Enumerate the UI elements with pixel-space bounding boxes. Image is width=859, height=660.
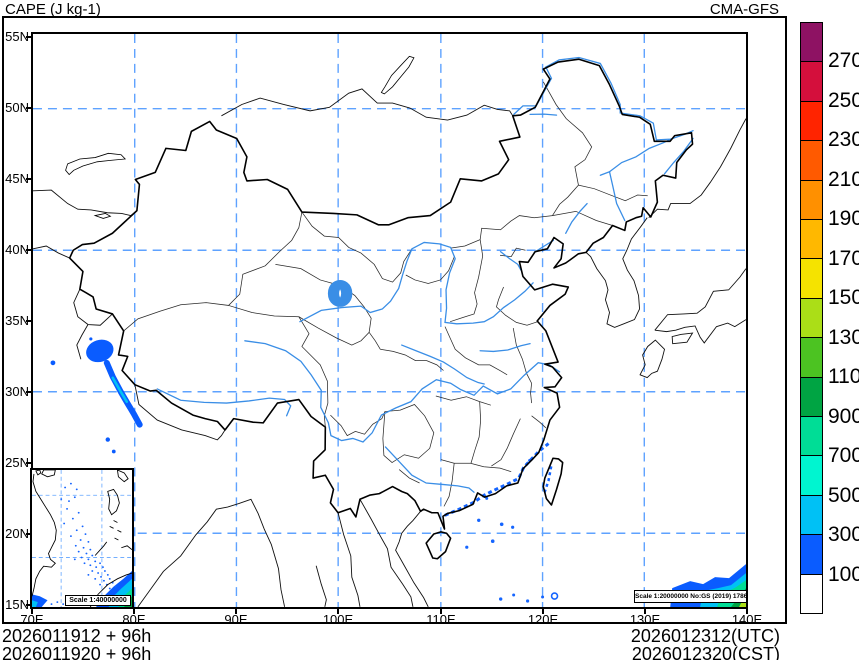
colorbar-label: 100 xyxy=(828,563,859,586)
lon-axis-tick xyxy=(337,609,339,614)
inset-scale-note: Scale 1:40000000 xyxy=(65,595,131,606)
colorbar-segment xyxy=(801,573,822,614)
foreign-borders xyxy=(33,89,746,607)
lat-label: 35N xyxy=(5,313,29,328)
lat-axis-tick xyxy=(26,36,31,38)
lon-axis-tick xyxy=(31,609,33,614)
colorbar-label: 300 xyxy=(828,523,859,546)
lon-label: 120E xyxy=(527,612,559,627)
lat-label: 20N xyxy=(5,526,29,541)
inset-map-south-china-sea: Scale 1:40000000 xyxy=(30,468,134,609)
colorbar-label: 2100 xyxy=(828,168,859,191)
lon-label: 140E xyxy=(731,612,763,627)
lat-label: 40N xyxy=(5,242,29,257)
colorbar-segment xyxy=(801,23,822,62)
model-label: CMA-GFS xyxy=(709,1,779,18)
province-borders xyxy=(124,82,648,507)
lat-label: 15N xyxy=(5,597,29,612)
lat-axis-tick xyxy=(26,604,31,606)
colorbar xyxy=(800,22,823,614)
colorbar-segment xyxy=(801,100,822,141)
lon-axis-tick xyxy=(746,609,748,614)
cape-field-kashmir xyxy=(50,337,143,454)
init-time-utc: 2026011912 + 96h xyxy=(2,626,152,646)
lat-axis-tick xyxy=(26,107,31,109)
inset-cape-patches xyxy=(32,482,132,607)
lon-label: 70E xyxy=(20,612,44,627)
lon-axis-tick xyxy=(133,609,135,614)
colorbar-segment xyxy=(801,337,822,377)
colorbar-label: 2300 xyxy=(828,128,859,151)
lat-axis-tick xyxy=(26,462,31,464)
colorbar-label: 2500 xyxy=(828,89,859,112)
rivers xyxy=(157,58,693,493)
lon-label: 130E xyxy=(629,612,661,627)
colorbar-segment xyxy=(801,494,822,535)
lat-label: 25N xyxy=(5,455,29,470)
init-time-cst: 2026011920 + 96h xyxy=(2,644,152,660)
colorbar-segment xyxy=(801,258,822,298)
lon-axis-tick xyxy=(542,609,544,614)
lon-axis-tick xyxy=(644,609,646,614)
lon-label: 80E xyxy=(122,612,146,627)
lat-axis-tick xyxy=(26,320,31,322)
colorbar-segment xyxy=(801,297,822,338)
valid-time-utc: 2026012312(UTC) xyxy=(630,626,780,646)
colorbar-segment xyxy=(801,179,822,220)
colorbar-label: 1900 xyxy=(828,207,859,230)
colorbar-segment xyxy=(801,376,822,417)
lon-label: 100E xyxy=(322,612,354,627)
valid-time-cst: 2026012320(CST) xyxy=(631,644,780,660)
colorbar-label: 1500 xyxy=(828,286,859,309)
graticule xyxy=(33,34,746,607)
lat-label: 50N xyxy=(5,100,29,115)
lat-axis-tick xyxy=(26,249,31,251)
map-svg xyxy=(33,34,746,607)
lat-axis-tick xyxy=(26,178,31,180)
colorbar-label: 500 xyxy=(828,484,859,507)
lat-label: 30N xyxy=(5,384,29,399)
colorbar-segment xyxy=(801,140,822,180)
colorbar-segment xyxy=(801,534,822,574)
map-canvas: Scale 1:20000000 No:GS (2019) 1786 xyxy=(31,32,748,609)
lon-axis-tick xyxy=(235,609,237,614)
colorbar-label: 700 xyxy=(828,444,859,467)
lat-axis-tick xyxy=(26,533,31,535)
lat-axis-tick xyxy=(26,391,31,393)
colorbar-label: 1300 xyxy=(828,326,859,349)
lakes xyxy=(66,56,414,218)
cape-field-south-coast xyxy=(444,442,559,603)
lat-label: 45N xyxy=(5,171,29,186)
inset-svg xyxy=(31,469,133,608)
lat-label: 55N xyxy=(5,29,29,44)
colorbar-segment xyxy=(801,416,822,456)
colorbar-label: 1100 xyxy=(828,365,859,388)
lon-label: 90E xyxy=(224,612,248,627)
page-title: CAPE (J kg-1) xyxy=(5,1,101,18)
colorbar-segment xyxy=(801,455,822,495)
country-border-china xyxy=(70,59,693,559)
colorbar-label: 1700 xyxy=(828,247,859,270)
colorbar-segment xyxy=(801,61,822,101)
colorbar-label: 2700 xyxy=(828,49,859,72)
lon-label: 110E xyxy=(426,612,456,627)
map-scale-note: Scale 1:20000000 No:GS (2019) 1786 xyxy=(634,590,747,603)
lon-axis-tick xyxy=(440,609,442,614)
colorbar-segment xyxy=(801,219,822,259)
colorbar-label: 900 xyxy=(828,405,859,428)
